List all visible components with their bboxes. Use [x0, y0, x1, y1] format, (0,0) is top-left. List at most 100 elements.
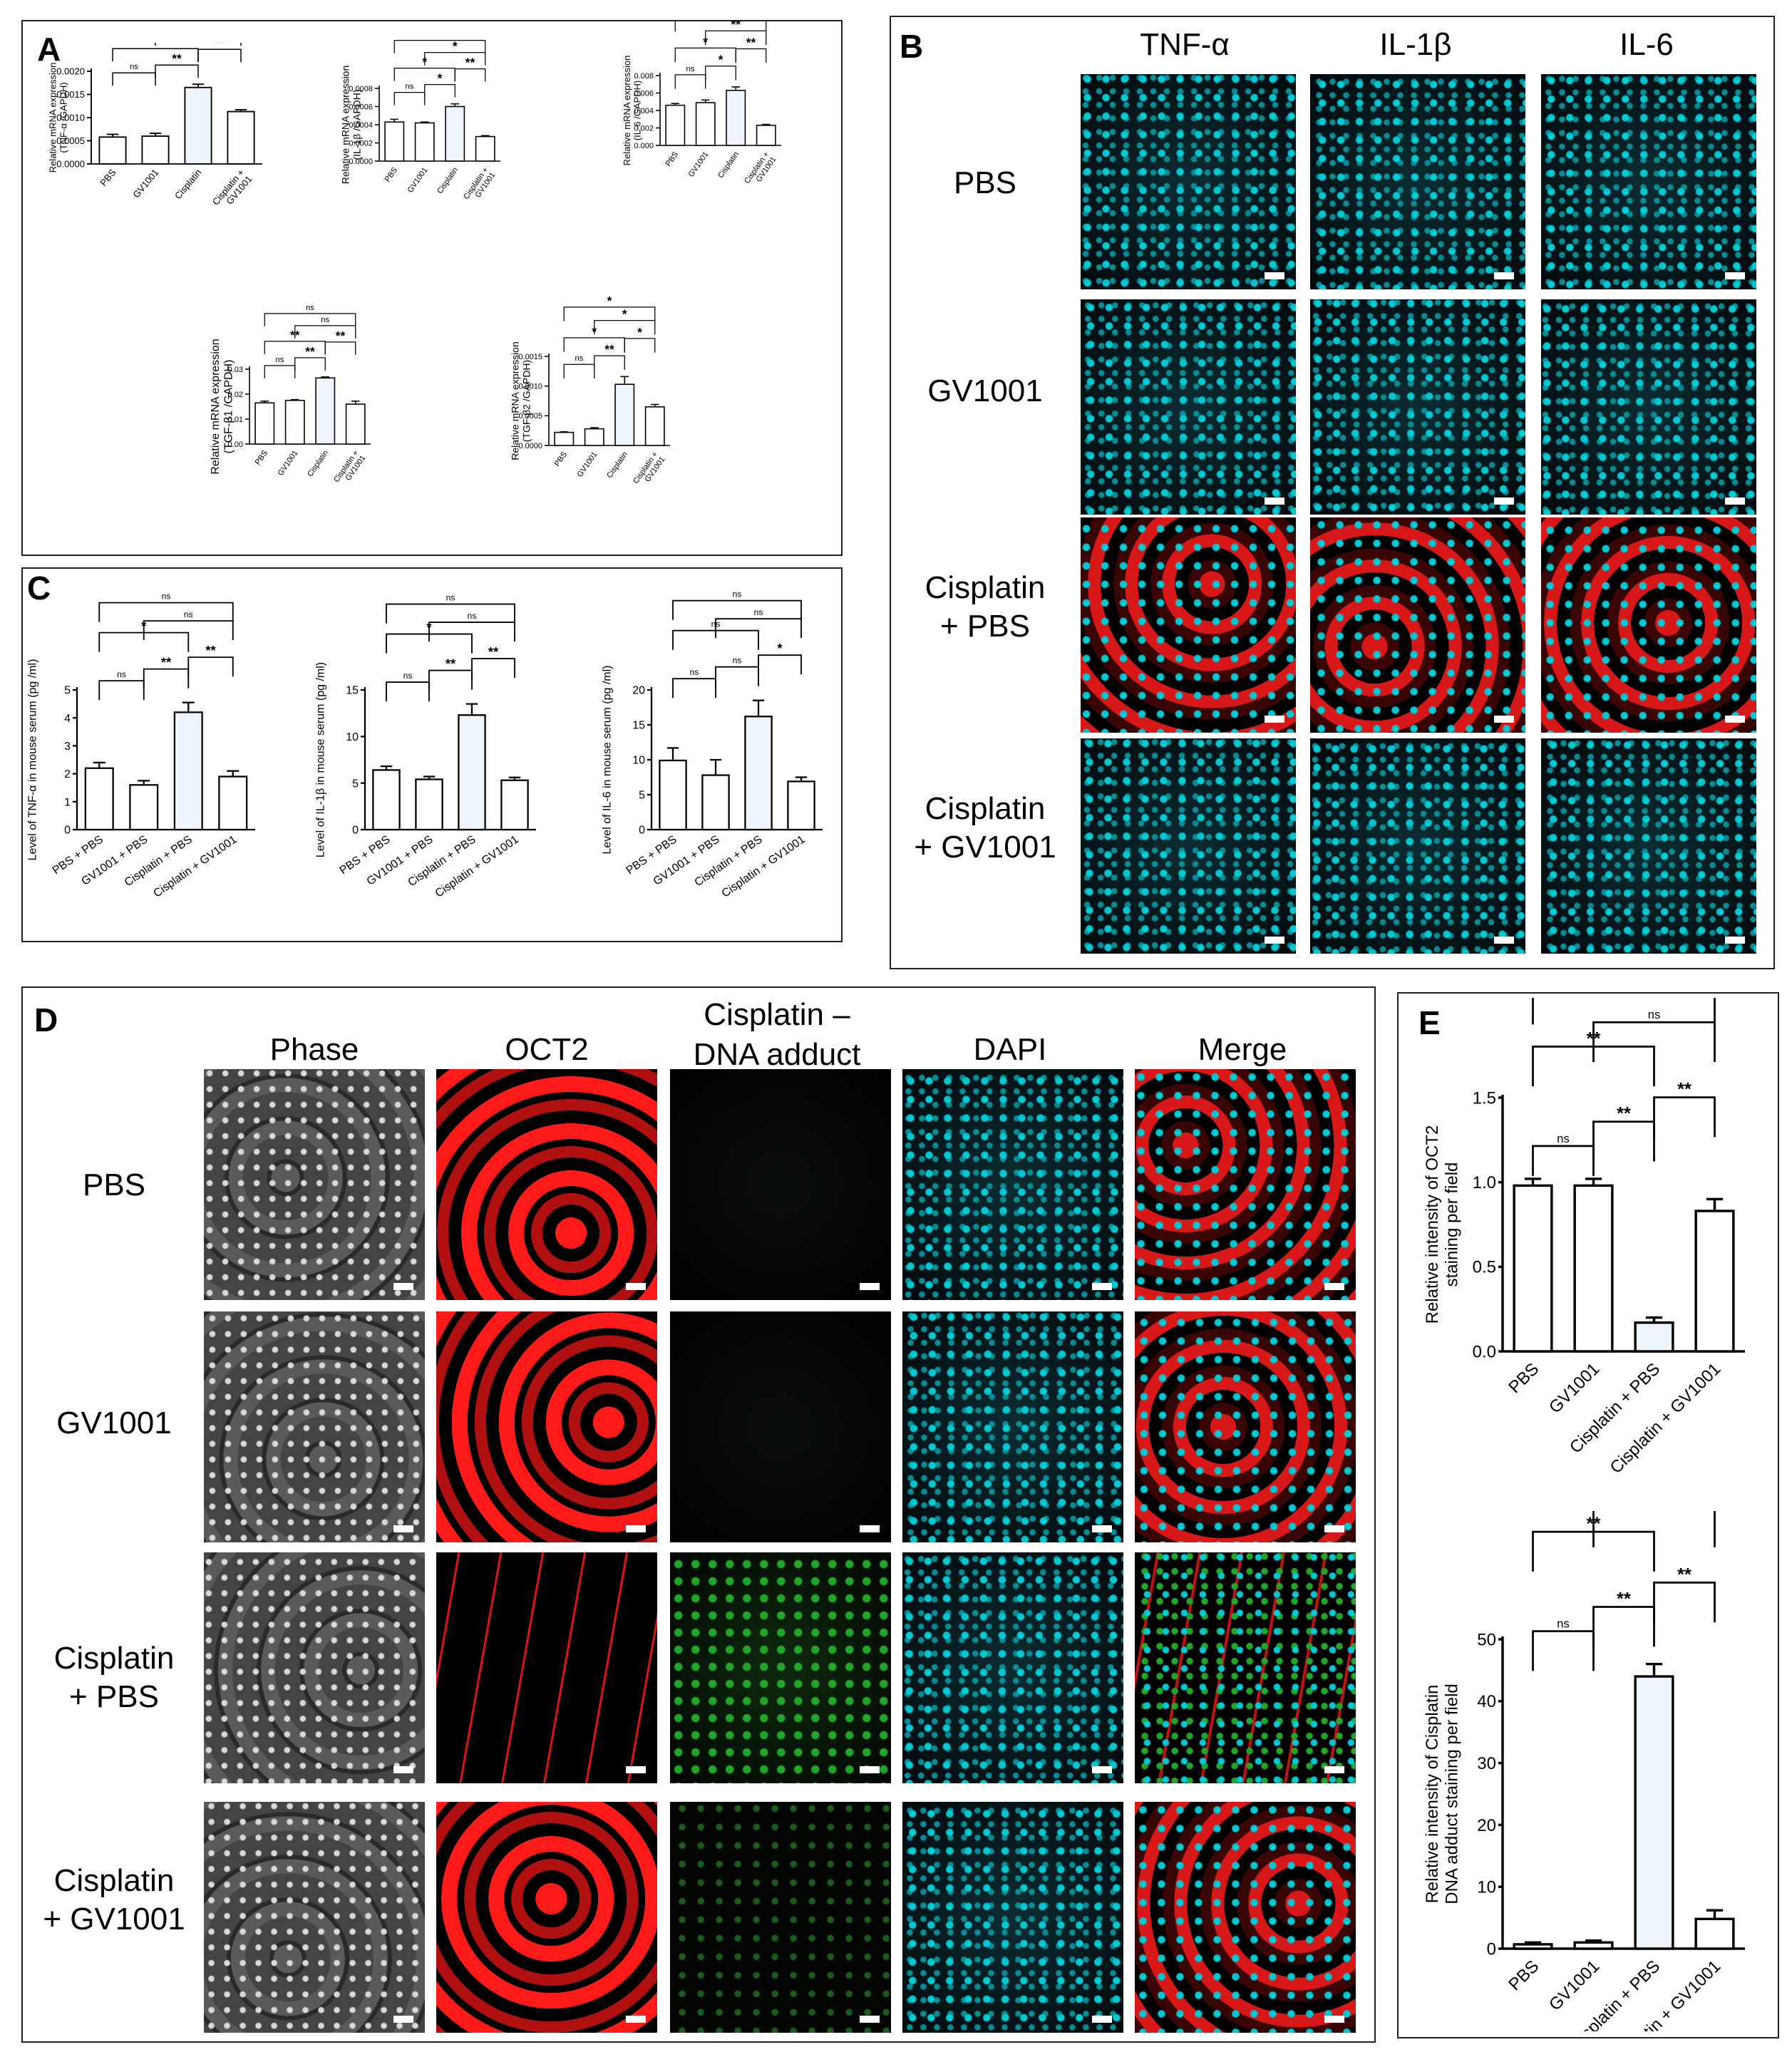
significance-label: ** — [215, 43, 225, 50]
panel-b-micrograph-r1-c1 — [1081, 74, 1296, 289]
bar — [644, 406, 665, 446]
significance-bracket — [98, 680, 145, 701]
significance-bracket — [563, 364, 595, 379]
significance-label: ns — [406, 83, 414, 91]
significance-bracket — [428, 669, 473, 690]
scale-bar — [393, 1525, 413, 1532]
significance-bracket — [386, 681, 430, 702]
scale-bar — [860, 1283, 880, 1290]
significance-bracket — [197, 48, 242, 63]
panel-label-d: D — [34, 1001, 58, 1038]
x-tick-label: Cisplatin — [436, 166, 460, 195]
panel-b-micrograph-r2-c2 — [1310, 299, 1525, 515]
bar — [284, 399, 305, 445]
y-tick-label: 0.03 — [228, 366, 243, 374]
scale-bar — [860, 1525, 880, 1532]
panel-b-micrograph-r4-c3 — [1541, 738, 1756, 954]
scale-bar — [626, 1525, 646, 1532]
significance-bracket — [454, 68, 486, 82]
y-tick-label: 0.0000 — [349, 158, 373, 166]
x-tick-label: PBS — [254, 449, 269, 467]
panel-d-micrograph-r3-c1 — [204, 1552, 425, 1783]
significance-bracket — [393, 40, 486, 53]
x-tick-label: GV1001 — [277, 449, 300, 478]
y-axis-label: Relative mRNA expression(TNF-α /GAPDH) — [48, 63, 69, 173]
scale-bar — [1725, 716, 1745, 723]
y-axis-label: Level of IL-6 in mouse serum (pg /ml) — [601, 666, 613, 855]
bar — [1573, 1184, 1614, 1353]
significance-bracket — [264, 365, 296, 378]
panel-d-col-header: Cisplatin – DNA adduct — [693, 997, 861, 1072]
significance-bracket — [294, 325, 356, 339]
significance-label: ns — [1557, 1618, 1569, 1631]
panel-d-col-header: Merge — [1198, 1032, 1287, 1067]
significance-bracket — [624, 338, 656, 353]
y-tick-label: 0 — [639, 825, 645, 837]
panel-label-e: E — [1418, 1004, 1441, 1041]
bar — [659, 759, 687, 831]
panel-b-micrograph-r3-c3 — [1541, 517, 1756, 733]
y-axis-label: Relative intensity of CisplatinDNA adduc… — [1423, 1684, 1462, 1904]
y-tick-label: 0.0004 — [349, 121, 373, 130]
bar — [173, 711, 203, 831]
panel-d-micrograph-r4-c2 — [436, 1802, 657, 2033]
significance-bracket — [594, 320, 656, 335]
significance-bracket — [705, 30, 767, 46]
y-tick-label: 0.0002 — [349, 139, 373, 148]
significance-label: ns — [733, 589, 742, 599]
significance-label: * — [438, 36, 443, 41]
significance-bracket — [1592, 1511, 1716, 1547]
significance-bracket — [187, 656, 234, 677]
y-tick-label: 1.5 — [1473, 1088, 1496, 1108]
y-tick-label: 50 — [1477, 1630, 1496, 1649]
chart-c-il1b-serum: 0 5 10 15 Level of IL-1β in mouse serum (pg … — [314, 593, 536, 900]
significance-label: ns — [276, 356, 284, 364]
panel-b-col-header: IL-1β — [1379, 27, 1452, 62]
x-tick-label: PBS — [383, 166, 399, 184]
y-tick-label: 0.008 — [634, 72, 654, 81]
panel-b-row-label: Cisplatin + PBS — [925, 570, 1046, 644]
significance-label: ns — [575, 354, 584, 363]
significance-label: ** — [746, 36, 756, 50]
y-tick-label: 10 — [1477, 1878, 1496, 1897]
panel-d-micrograph-r3-c4 — [902, 1552, 1123, 1783]
panel-a-box — [21, 20, 843, 556]
x-tick-label: Cisplatin +GV1001 — [332, 449, 367, 489]
significance-bracket — [393, 92, 426, 105]
y-tick-label: 2 — [64, 768, 71, 780]
significance-bracket — [563, 337, 625, 352]
panel-label-c: C — [27, 569, 51, 607]
scale-bar — [1092, 1525, 1112, 1532]
scale-bar — [1494, 937, 1514, 944]
bar — [458, 714, 486, 831]
significance-label: * — [607, 294, 612, 308]
panel-d-col-header: DAPI — [973, 1032, 1047, 1067]
panel-d-row-label: Cisplatin + GV1001 — [43, 1863, 185, 1937]
y-axis-label: Relative mRNA expression(TGF-β2 /GAPDH) — [510, 341, 532, 460]
significance-label: ns — [1648, 1009, 1660, 1021]
y-tick-label: 0.0000 — [518, 442, 542, 450]
significance-bracket — [424, 84, 455, 98]
y-axis-label: Relative intensity of OCT2staining per f… — [1423, 1125, 1462, 1324]
y-tick-label: 0 — [352, 825, 359, 837]
x-tick-label: Cisplatin +GV1001 — [210, 167, 254, 214]
panel-d-micrograph-r1-c4 — [902, 1069, 1123, 1300]
significance-label: ns — [686, 65, 695, 73]
scale-bar — [1494, 497, 1514, 505]
significance-label: ns — [321, 316, 329, 324]
scale-bar — [1324, 1525, 1344, 1532]
y-tick-label: 30 — [1477, 1754, 1496, 1773]
significance-bracket — [705, 66, 736, 81]
y-tick-label: 20 — [632, 685, 645, 697]
scale-bar — [393, 2016, 413, 2023]
panel-d-col-header: Phase — [269, 1032, 359, 1067]
panel-d-micrograph-r1-c2 — [436, 1069, 657, 1300]
significance-label: ** — [305, 344, 315, 359]
panel-d-row-label: Cisplatin + PBS — [53, 1641, 175, 1714]
x-tick-label: Cisplatin — [306, 449, 330, 478]
scale-bar — [860, 1766, 880, 1773]
significance-label: ** — [1617, 1589, 1631, 1609]
scale-bar — [626, 1283, 646, 1290]
significance-label: ns — [162, 592, 171, 602]
